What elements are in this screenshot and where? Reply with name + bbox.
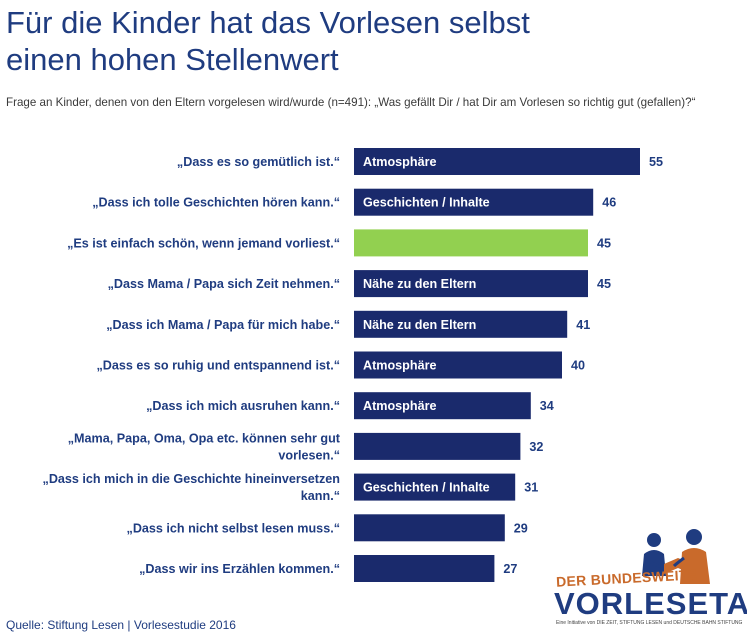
bar — [354, 555, 495, 582]
value-label: 46 — [602, 196, 616, 210]
value-label: 45 — [597, 236, 611, 250]
value-label: 45 — [597, 277, 611, 291]
logo-line-3: Eine Initiative von DIE ZEIT, STIFTUNG L… — [556, 620, 743, 626]
bar — [354, 514, 505, 542]
bar — [354, 351, 562, 379]
value-label: 41 — [576, 318, 590, 332]
value-label: 27 — [503, 562, 517, 576]
bar-category-label: Atmosphäre — [363, 399, 436, 413]
bar-category-label: Geschichten / Inhalte — [363, 196, 490, 210]
bar-chart: „Dass es so gemütlich ist.“ Atmosphäre 55 „… — [43, 148, 663, 582]
bar-category-label: Geschichten / Inhalte — [363, 481, 490, 495]
value-label: 31 — [524, 481, 538, 495]
bar — [354, 148, 640, 175]
category-label: „Dass Mama / Papa sich Zeit nehmen.“ — [108, 277, 340, 291]
category-label: „Dass es so ruhig und entspannend ist.“ — [96, 359, 340, 373]
value-label: 29 — [514, 521, 528, 535]
bar — [354, 229, 588, 257]
category-label: „Mama, Papa, Oma, Opa etc. können sehr g… — [68, 431, 341, 462]
category-label: „Dass ich tolle Geschichten hören kann.“ — [92, 196, 340, 210]
value-label: 32 — [529, 440, 543, 454]
category-label: „Dass ich mich in die Geschichte hineinv… — [43, 472, 340, 503]
logo-line-2: VORLESETAG — [554, 586, 747, 621]
bar-category-label: Nähe zu den Eltern — [363, 277, 476, 291]
title-line-1: Für die Kinder hat das Vorlesen selbst — [6, 5, 530, 40]
chart-title: Für die Kinder hat das Vorlesen selbst e… — [6, 4, 706, 78]
chart-subtitle: Frage an Kinder, denen von den Eltern vo… — [6, 96, 696, 109]
source-note: Quelle: Stiftung Lesen | Vorlesestudie 2… — [6, 618, 236, 632]
vorlesetag-logo: DER BUNDESWEITE VORLESETAG Eine Initiati… — [552, 528, 747, 633]
bar — [354, 270, 588, 298]
value-label: 34 — [540, 399, 554, 413]
bar-category-label: Atmosphäre — [363, 155, 436, 169]
bar-category-label: Nähe zu den Eltern — [363, 318, 476, 332]
title-line-2: einen hohen Stellenwert — [6, 42, 339, 77]
category-label: „Dass es so gemütlich ist.“ — [177, 155, 340, 169]
category-label: „Dass wir ins Erzählen kommen.“ — [139, 562, 340, 576]
category-label: „Es ist einfach schön, wenn jemand vorli… — [67, 236, 340, 250]
bar — [354, 310, 568, 338]
category-label: „Dass ich mich ausruhen kann.“ — [146, 399, 340, 413]
bar — [354, 473, 516, 501]
bar-category-label: Atmosphäre — [363, 359, 436, 373]
bar — [354, 188, 594, 216]
value-label: 40 — [571, 359, 585, 373]
value-label: 55 — [649, 155, 663, 169]
bar — [354, 392, 531, 420]
reading-figures-icon — [642, 529, 710, 584]
bar — [354, 432, 521, 460]
category-label: „Dass ich nicht selbst lesen muss.“ — [127, 521, 340, 535]
category-label: „Dass ich Mama / Papa für mich habe.“ — [106, 318, 340, 332]
